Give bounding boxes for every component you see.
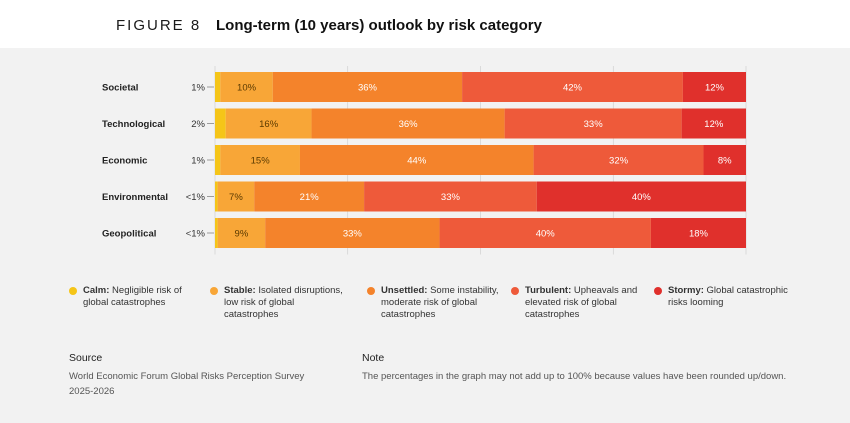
bar-segment-turbulent xyxy=(439,218,651,248)
bar-segment-unsettled xyxy=(299,145,534,175)
legend-swatch xyxy=(210,287,218,295)
bar-segment-turbulent xyxy=(504,108,682,139)
calm-share-label: <1% xyxy=(186,192,206,203)
bar-segment-stormy xyxy=(703,145,746,175)
legend-term: Stable: xyxy=(224,285,256,296)
bar-segment-turbulent xyxy=(364,181,537,212)
data-label: 21% xyxy=(300,192,320,203)
bar-segment-stormy xyxy=(681,108,746,139)
legend-item-calm: Calm: Negligible risk of global catastro… xyxy=(69,285,208,309)
data-label: 36% xyxy=(358,83,378,94)
legend-term: Unsettled: xyxy=(381,285,428,296)
bar-segment-turbulent xyxy=(462,72,683,102)
data-label: 32% xyxy=(609,156,629,167)
bar-segment-stormy xyxy=(682,72,746,102)
legend-swatch xyxy=(69,287,77,295)
category-label: Economic xyxy=(102,156,147,167)
data-label: 8% xyxy=(718,156,732,167)
bar-segment-stormy xyxy=(650,218,746,248)
source-title: Source xyxy=(69,352,103,364)
data-label: 36% xyxy=(399,119,419,130)
category-label: Societal xyxy=(102,83,138,94)
bar-segment-unsettled xyxy=(272,72,463,102)
bar-segment-stable xyxy=(220,72,273,102)
figure-header: FIGURE 8 Long-term (10 years) outlook by… xyxy=(0,0,850,48)
legend-item-stable: Stable: Isolated disruptions, low risk o… xyxy=(210,285,349,321)
data-label: 16% xyxy=(259,119,279,130)
bar-segment-unsettled xyxy=(265,218,440,248)
category-label: Geopolitical xyxy=(102,229,156,240)
note-block: Note The percentages in the graph may no… xyxy=(362,352,786,384)
calm-share-label: <1% xyxy=(186,229,206,240)
legend-swatch xyxy=(367,287,375,295)
data-label: 10% xyxy=(237,83,257,94)
legend-term: Calm: xyxy=(83,285,110,296)
bar-segment-calm xyxy=(215,145,221,175)
bar-segment-stable xyxy=(225,108,312,139)
bar-segment-stable xyxy=(217,218,266,248)
legend-item-stormy: Stormy: Global catastrophic risks loomin… xyxy=(654,285,793,309)
bar-segment-calm xyxy=(215,72,221,102)
data-label: 12% xyxy=(704,119,724,130)
data-label: 9% xyxy=(235,229,249,240)
data-label: 42% xyxy=(563,83,583,94)
data-label: 12% xyxy=(705,83,725,94)
bar-segment-stable xyxy=(220,145,300,175)
note-title: Note xyxy=(362,352,385,364)
bar-segment-stable xyxy=(217,181,255,212)
calm-share-label: 1% xyxy=(191,83,205,94)
note-body: The percentages in the graph may not add… xyxy=(362,371,787,382)
figure-label: FIGURE 8 xyxy=(116,17,202,34)
legend-swatch xyxy=(511,287,519,295)
figure-title: Long-term (10 years) outlook by risk cat… xyxy=(216,17,542,34)
legend-swatch xyxy=(654,287,662,295)
data-label: 33% xyxy=(441,192,461,203)
data-label: 7% xyxy=(229,192,243,203)
data-label: 40% xyxy=(632,192,652,203)
data-label: 33% xyxy=(584,119,604,130)
data-label: 18% xyxy=(689,229,709,240)
category-label: Environmental xyxy=(102,192,168,203)
data-label: 44% xyxy=(407,156,427,167)
legend-label: Stable: Isolated disruptions, low risk o… xyxy=(224,285,343,320)
source-block: Source World Economic Forum Global Risks… xyxy=(69,352,329,399)
category-label: Technological xyxy=(102,119,165,130)
legend-label: Unsettled: Some instability, moderate ri… xyxy=(381,285,499,320)
legend-item-unsettled: Unsettled: Some instability, moderate ri… xyxy=(367,285,506,321)
bar-segment-turbulent xyxy=(533,145,704,175)
data-label: 40% xyxy=(536,229,556,240)
calm-share-label: 1% xyxy=(191,156,205,167)
stacked-bar-chart: Societal 1% 10% 36% 42% 12% Technological 2% 16%… xyxy=(102,66,747,255)
legend-term: Turbulent: xyxy=(525,285,572,296)
bar-segment-calm xyxy=(215,218,218,248)
legend-term: Stormy: xyxy=(668,285,704,296)
legend-item-turbulent: Turbulent: Upheavals and elevated risk o… xyxy=(511,285,650,321)
calm-share-label: 2% xyxy=(191,119,205,130)
source-body: World Economic Forum Global Risks Percep… xyxy=(69,371,305,397)
bar-segment-unsettled xyxy=(254,181,365,212)
bar-segment-unsettled xyxy=(311,108,505,139)
bar-segment-stormy xyxy=(536,181,746,212)
legend-label: Stormy: Global catastrophic risks loomin… xyxy=(668,285,788,308)
data-label: 33% xyxy=(343,229,363,240)
bar-segment-calm xyxy=(215,181,218,212)
legend-label: Turbulent: Upheavals and elevated risk o… xyxy=(525,285,638,320)
bar-segment-calm xyxy=(215,108,226,139)
chart-legend: Calm: Negligible risk of global catastro… xyxy=(0,285,850,345)
legend-label: Calm: Negligible risk of global catastro… xyxy=(83,285,182,308)
data-label: 15% xyxy=(251,156,271,167)
